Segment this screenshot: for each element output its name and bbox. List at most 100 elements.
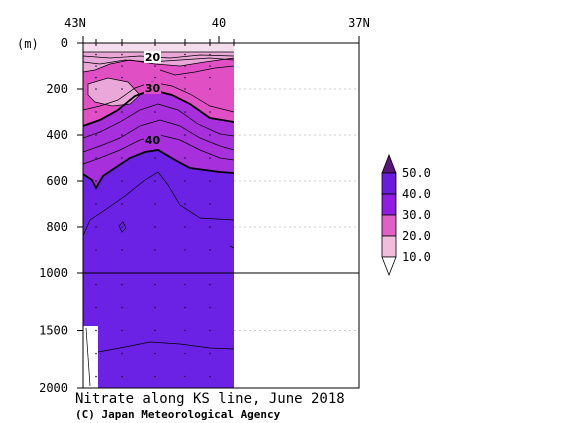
x-tick-label: 43N — [64, 16, 86, 30]
colorbar-swatch — [381, 235, 397, 258]
observation-dot — [184, 283, 186, 286]
contour-line — [83, 171, 234, 237]
band-10-20-lobe — [88, 78, 140, 106]
observation-dot — [184, 329, 186, 332]
observation-dot — [209, 53, 211, 56]
observation-dot — [154, 203, 156, 205]
observation-dot — [95, 283, 97, 286]
observation-dot — [121, 352, 123, 355]
y-tick-label: 800 — [46, 220, 68, 234]
y-tick-label: 600 — [46, 174, 68, 188]
colorbar-top-arrow — [381, 153, 397, 174]
observation-dot — [121, 111, 123, 113]
observation-dot — [184, 226, 186, 228]
observation-dot — [95, 53, 97, 56]
observation-dot — [184, 65, 186, 67]
observation-dot — [209, 352, 211, 355]
chart-credit: (C) Japan Meteorological Agency — [75, 408, 281, 421]
observation-dot — [154, 226, 156, 228]
observation-dot — [121, 329, 123, 332]
observation-dot — [95, 203, 97, 205]
observation-dot — [184, 134, 186, 136]
observation-dot — [121, 306, 123, 309]
observation-dot — [121, 88, 123, 90]
y-tick-label: 1500 — [39, 324, 68, 338]
contour-labels: 20 30 40 — [144, 51, 161, 147]
contour-line — [229, 245, 234, 249]
observation-dot — [95, 76, 97, 79]
observation-dot — [184, 249, 186, 251]
observation-dot — [121, 157, 123, 159]
missing-data-mask — [83, 326, 98, 388]
observation-dot — [184, 157, 186, 159]
observation-dot — [95, 111, 97, 113]
contour-label-30: 30 — [145, 82, 161, 95]
contour-label-40: 40 — [145, 134, 161, 147]
observation-dot — [154, 76, 156, 79]
y-tick-label: 200 — [46, 82, 68, 96]
observation-dot — [209, 329, 211, 332]
observation-dot — [209, 203, 211, 205]
observation-dot — [209, 283, 211, 286]
observation-dot — [95, 134, 97, 136]
observation-dot — [121, 65, 123, 67]
observation-dot — [95, 226, 97, 228]
colorbar: 50.0 40.0 30.0 20.0 10.0 — [381, 153, 431, 277]
observation-dot — [95, 375, 97, 378]
observation-dot — [95, 88, 97, 90]
contour-line — [97, 341, 234, 353]
observation-dot — [121, 134, 123, 136]
contour-line — [83, 57, 234, 73]
colorbar-label: 30.0 — [402, 208, 431, 222]
observation-dot — [121, 180, 123, 182]
x-axis-ticks — [82, 36, 360, 43]
x-tick-label: 40 — [212, 16, 226, 30]
colorbar-label: 50.0 — [402, 166, 431, 180]
surface-low-band — [83, 43, 234, 52]
observation-dot — [154, 375, 156, 378]
observation-dot — [209, 76, 211, 79]
contour-line — [87, 77, 141, 107]
y-tick-label: 1000 — [39, 266, 68, 280]
observation-dot — [121, 375, 123, 378]
observation-dot — [95, 306, 97, 309]
observation-dot — [154, 352, 156, 355]
colorbar-label: 10.0 — [402, 250, 431, 264]
observation-dot — [209, 226, 211, 228]
observation-dot — [209, 249, 211, 251]
observation-dot — [184, 352, 186, 355]
observation-dot — [209, 65, 211, 67]
observation-dot — [184, 76, 186, 79]
contour-line — [83, 119, 234, 153]
observation-dot — [209, 111, 211, 113]
x-tick-label: 37N — [348, 16, 370, 30]
colorbar-swatch — [381, 172, 397, 195]
observation-dot — [184, 375, 186, 378]
colorbar-label: 20.0 — [402, 229, 431, 243]
observation-dot — [184, 180, 186, 182]
contour-line-40 — [83, 149, 234, 190]
observation-dot — [121, 203, 123, 205]
observation-dots — [95, 53, 211, 378]
y-tick-label: 2000 — [39, 381, 68, 395]
contour-line — [118, 221, 127, 233]
observation-dot — [121, 76, 123, 79]
gridlines — [234, 88, 359, 331]
observation-dot — [154, 306, 156, 309]
observation-dot — [209, 180, 211, 182]
y-axis-label: (m) — [17, 37, 39, 51]
observation-dot — [121, 249, 123, 251]
y-axis: 0 200 400 600 800 1000 1500 2000 — [39, 36, 83, 395]
observation-dot — [184, 203, 186, 205]
y-tick-label: 0 — [61, 36, 68, 50]
contour-label-20: 20 — [145, 51, 161, 64]
observation-dot — [154, 180, 156, 182]
colorbar-swatch — [381, 193, 397, 216]
observation-dot — [154, 283, 156, 286]
observation-dot — [209, 134, 211, 136]
observation-dot — [154, 111, 156, 113]
observation-dot — [209, 88, 211, 90]
observation-dot — [121, 226, 123, 228]
observation-dot — [121, 53, 123, 56]
observation-dot — [209, 375, 211, 378]
